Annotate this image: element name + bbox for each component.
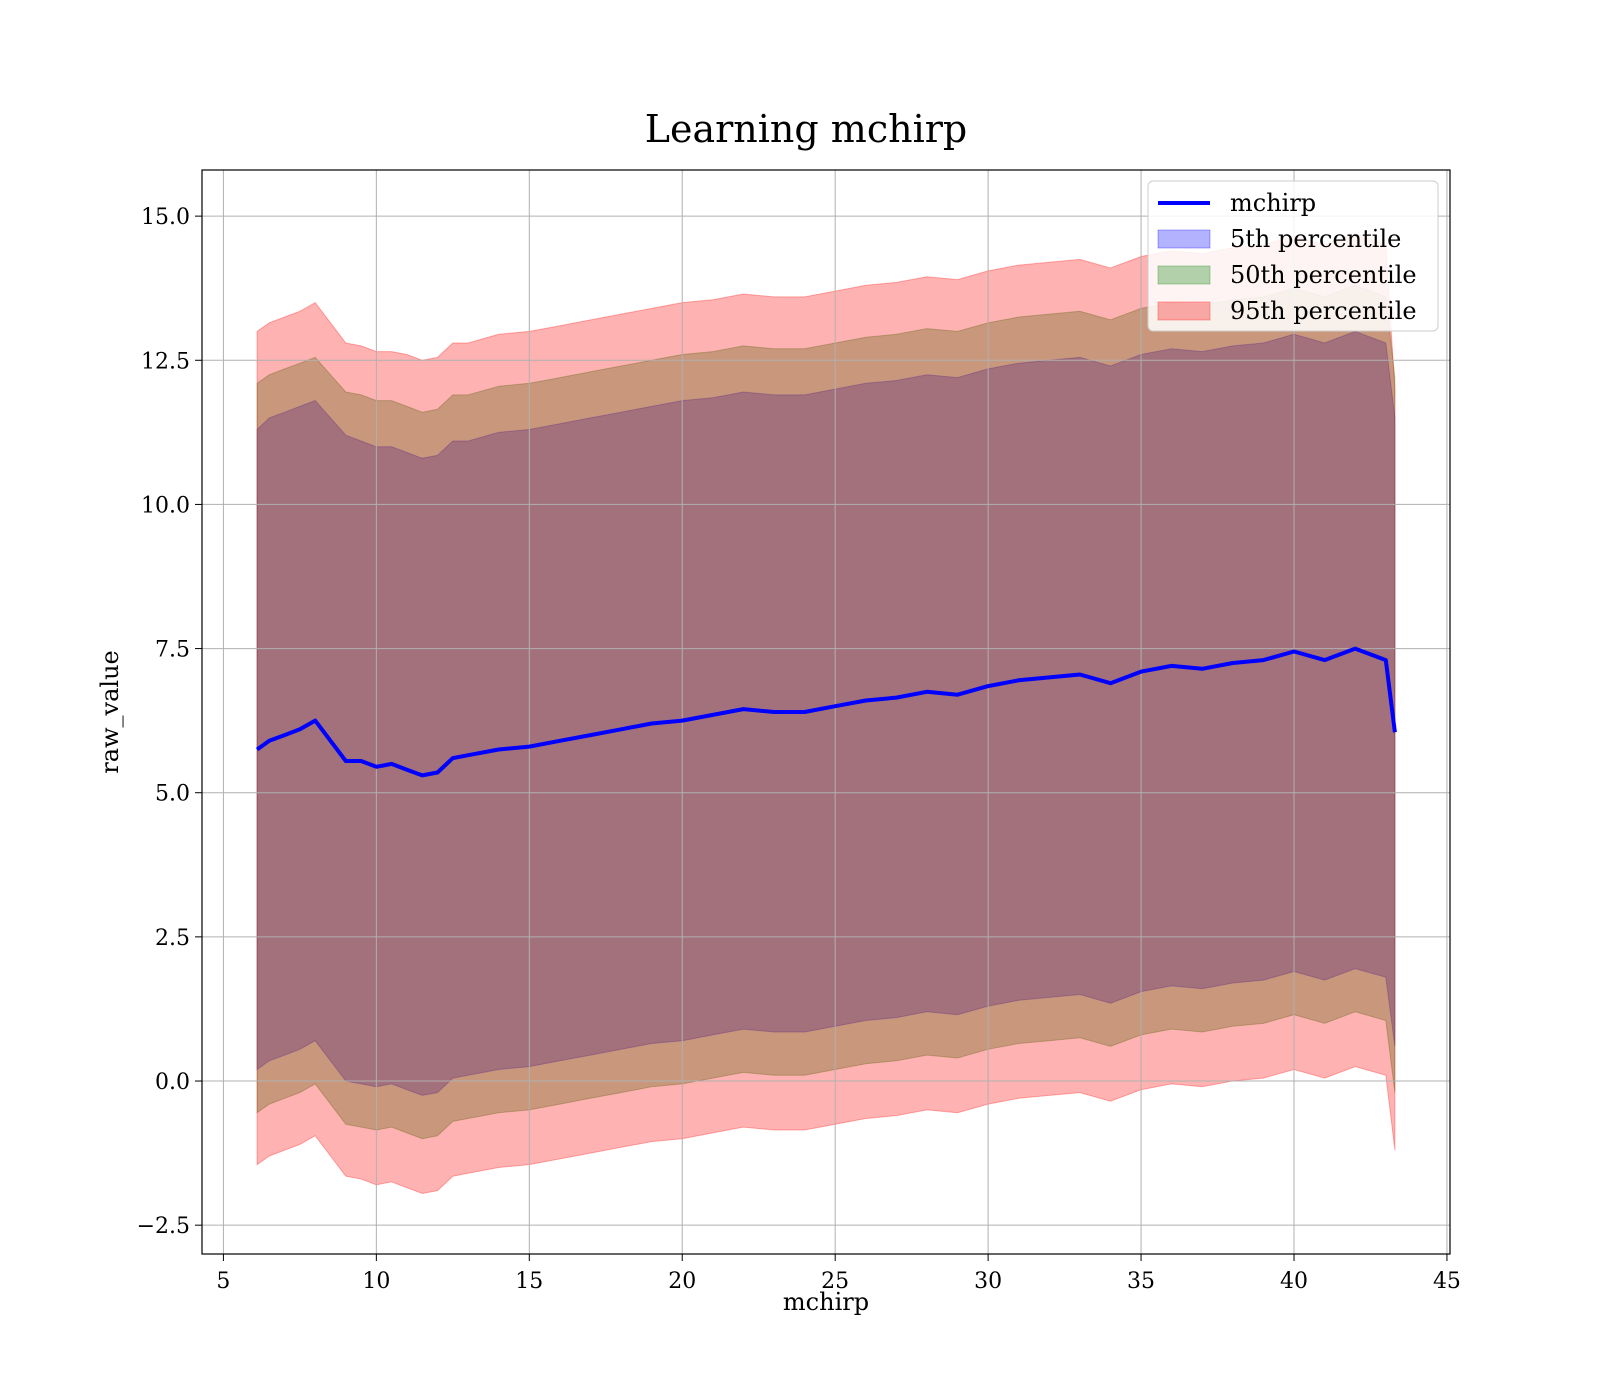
x-tick-label: 10 xyxy=(362,1269,390,1294)
y-axis-label: raw_value xyxy=(96,650,124,774)
x-tick-label: 45 xyxy=(1433,1269,1461,1294)
plot-area: 5 10 15 20 25 30 35 40 45 −2.5 0.0 2.5 5.0 7.5 10.0 12.… xyxy=(137,169,1461,1294)
legend-patch-swatch xyxy=(1157,265,1211,285)
legend-patch-swatch xyxy=(1157,229,1211,249)
x-tick-label: 35 xyxy=(1127,1269,1155,1294)
x-tick-label: 20 xyxy=(668,1269,696,1294)
y-tick-label: 5.0 xyxy=(155,782,190,807)
legend-label: 5th percentile xyxy=(1230,225,1401,253)
chart-title: Learning mchirp xyxy=(645,107,967,151)
x-tick-label: 15 xyxy=(515,1269,543,1294)
band-5th-percentile xyxy=(256,330,1396,1096)
axes-frame xyxy=(201,169,1451,1255)
band-95th-percentile xyxy=(256,232,1396,1195)
y-tick-label: −2.5 xyxy=(137,1214,190,1239)
legend-label: 50th percentile xyxy=(1230,261,1417,289)
x-tick-label: 30 xyxy=(974,1269,1002,1294)
y-tick-label: 2.5 xyxy=(155,926,190,951)
x-axis-label: mchirp xyxy=(783,1288,869,1316)
y-tick-label: 15.0 xyxy=(141,205,190,230)
legend: mchirp 5th percentile 50th percentile 95th … xyxy=(1147,180,1439,332)
y-tick-label: 10.0 xyxy=(141,493,190,518)
legend-label: mchirp xyxy=(1230,189,1316,217)
y-tick-label: 7.5 xyxy=(155,638,190,663)
x-tick-label: 40 xyxy=(1280,1269,1308,1294)
band-50th-percentile xyxy=(256,284,1396,1140)
series-line-mchirp xyxy=(255,646,1397,778)
x-tick-label: 25 xyxy=(821,1269,849,1294)
y-tick-label: 0.0 xyxy=(155,1070,190,1095)
x-tick-label: 5 xyxy=(216,1269,230,1294)
legend-patch-swatch xyxy=(1157,301,1211,321)
legend-box xyxy=(1147,180,1439,332)
legend-label: 95th percentile xyxy=(1230,297,1417,325)
y-tick-label: 12.5 xyxy=(141,349,190,374)
